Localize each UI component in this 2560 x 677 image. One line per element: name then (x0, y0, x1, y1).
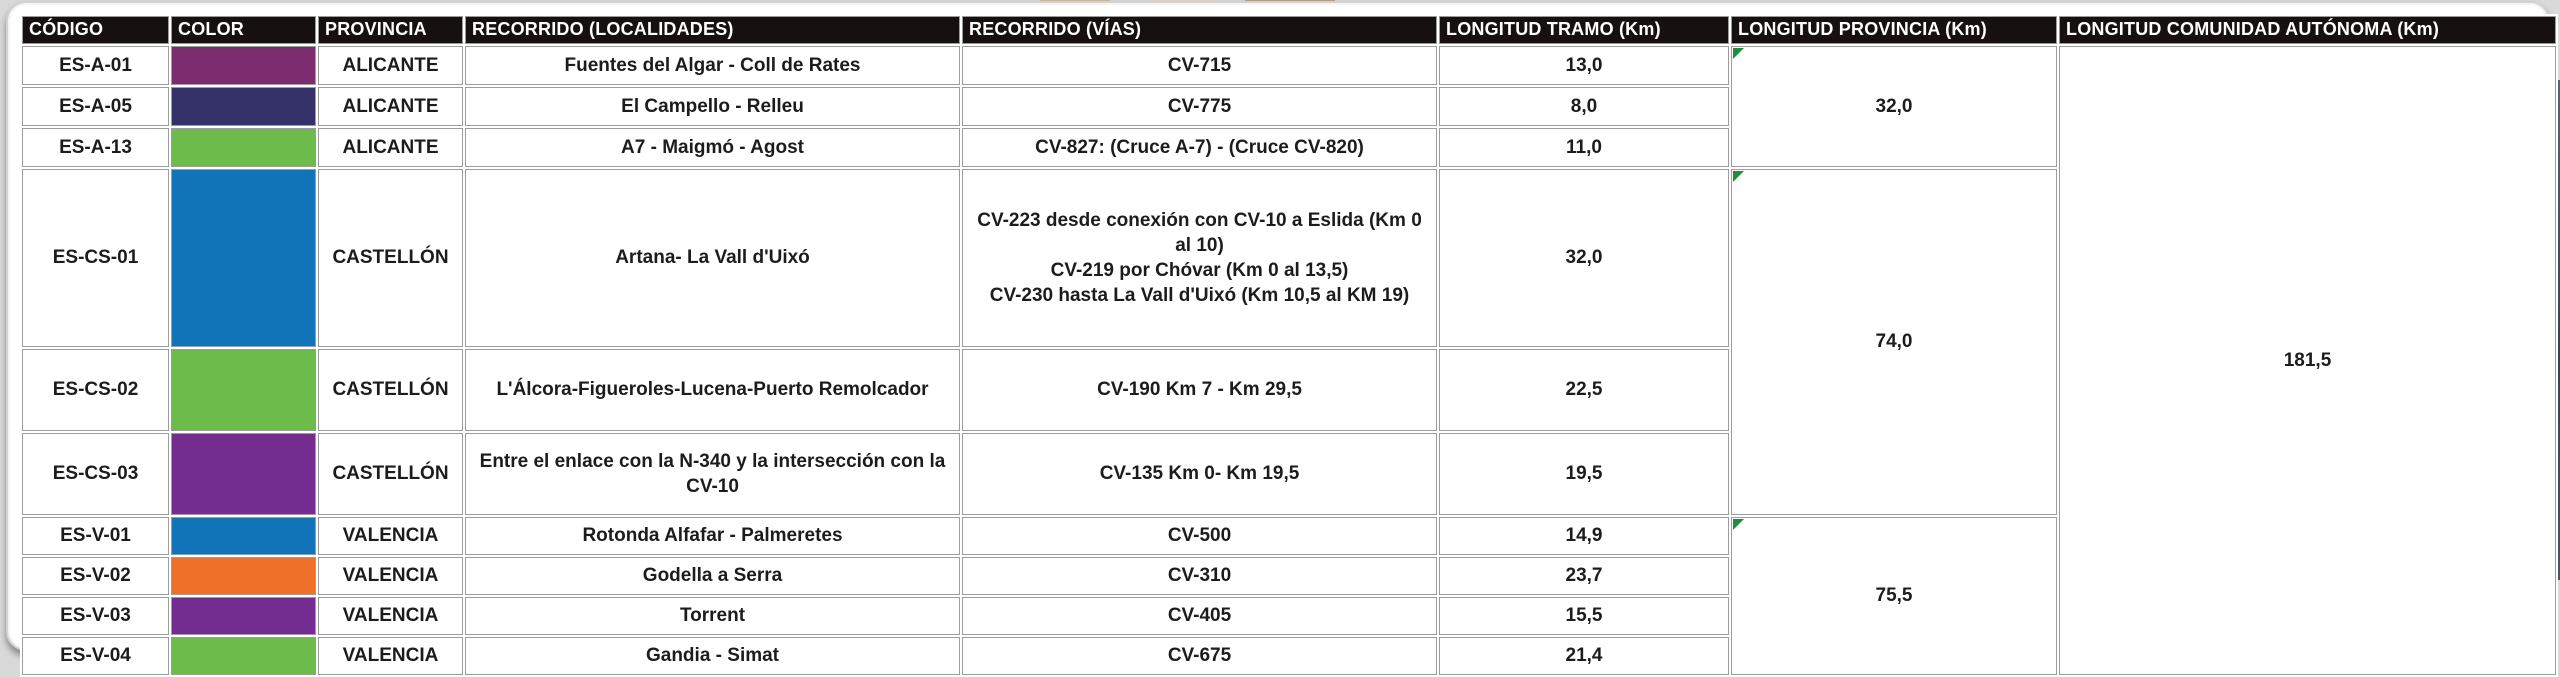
cell-localidades: Torrent (465, 597, 960, 635)
table-row: ES-A-05 ALICANTE El Campello - Relleu CV… (22, 87, 2556, 126)
cell-longitud-tramo: 32,0 (1439, 169, 1729, 347)
color-swatch (171, 637, 316, 675)
table-row: ES-V-03 VALENCIA Torrent CV-405 15,5 (22, 597, 2556, 635)
cell-vias: CV-310 (962, 557, 1437, 595)
cell-provincia: VALENCIA (318, 517, 463, 555)
cell-provincia: ALICANTE (318, 87, 463, 126)
cell-localidades: Artana- La Vall d'Uixó (465, 169, 960, 347)
cell-provincia: CASTELLÓN (318, 169, 463, 347)
cell-longitud-tramo: 14,9 (1439, 517, 1729, 555)
cell-longitud-comunidad: 181,5 (2059, 46, 2556, 675)
cell-longitud-provincia-alicante: 32,0 (1731, 46, 2057, 167)
cell-vias: CV-500 (962, 517, 1437, 555)
cell-codigo: ES-V-02 (22, 557, 169, 595)
cell-localidades: Rotonda Alfafar - Palmeretes (465, 517, 960, 555)
cell-longitud-tramo: 15,5 (1439, 597, 1729, 635)
color-swatch (171, 46, 316, 85)
cell-longitud-tramo: 21,4 (1439, 637, 1729, 675)
cell-longitud-provincia-valencia: 75,5 (1731, 517, 2057, 675)
col-header-longitud-tramo: LONGITUD TRAMO (Km) (1439, 16, 1729, 44)
col-header-codigo: CÓDIGO (22, 16, 169, 44)
col-header-vias: RECORRIDO (VÍAS) (962, 16, 1437, 44)
color-swatch (171, 597, 316, 635)
col-header-longitud-provincia: LONGITUD PROVINCIA (Km) (1731, 16, 2057, 44)
header-row: CÓDIGO COLOR PROVINCIA RECORRIDO (LOCALI… (22, 16, 2556, 44)
cell-vias: CV-675 (962, 637, 1437, 675)
cell-vias: CV-223 desde conexión con CV-10 a Eslida… (962, 169, 1437, 347)
cell-localidades: Entre el enlace con la N-340 y la inters… (465, 433, 960, 515)
cell-localidades: L'Álcora-Figueroles-Lucena-Puerto Remolc… (465, 349, 960, 431)
table-row: ES-A-01 ALICANTE Fuentes del Algar - Col… (22, 46, 2556, 675)
error-indicator-icon (1733, 48, 1744, 59)
cell-localidades: El Campello - Relleu (465, 87, 960, 126)
cell-codigo: ES-CS-01 (22, 169, 169, 347)
table-panel: CÓDIGO COLOR PROVINCIA RECORRIDO (LOCALI… (6, 1, 2558, 677)
cell-codigo: ES-CS-02 (22, 349, 169, 431)
table-row: ES-CS-02 CASTELLÓN L'Álcora-Figueroles-L… (22, 349, 2556, 431)
table-row: ES-V-01 VALENCIA Rotonda Alfafar - Palme… (22, 517, 2556, 675)
cell-longitud-tramo: 13,0 (1439, 46, 1729, 85)
color-swatch (171, 87, 316, 126)
cell-longitud-tramo: 22,5 (1439, 349, 1729, 431)
cell-codigo: ES-A-01 (22, 46, 169, 85)
cell-longitud-tramo: 8,0 (1439, 87, 1729, 126)
cell-localidades: Godella a Serra (465, 557, 960, 595)
error-indicator-icon (1733, 519, 1744, 530)
col-header-localidades: RECORRIDO (LOCALIDADES) (465, 16, 960, 44)
cell-vias: CV-775 (962, 87, 1437, 126)
color-swatch (171, 169, 316, 347)
error-indicator-icon (1733, 171, 1744, 182)
color-swatch (171, 557, 316, 595)
table-row: ES-CS-03 CASTELLÓN Entre el enlace con l… (22, 433, 2556, 515)
cell-vias: CV-827: (Cruce A-7) - (Cruce CV-820) (962, 128, 1437, 167)
table-row: ES-CS-01 CASTELLÓN Artana- La Vall d'Uix… (22, 169, 2556, 515)
cell-provincia: CASTELLÓN (318, 433, 463, 515)
cell-localidades: A7 - Maigmó - Agost (465, 128, 960, 167)
cell-longitud-provincia-castellon: 74,0 (1731, 169, 2057, 515)
cell-vias: CV-135 Km 0- Km 19,5 (962, 433, 1437, 515)
cell-provincia: CASTELLÓN (318, 349, 463, 431)
road-sections-table: CÓDIGO COLOR PROVINCIA RECORRIDO (LOCALI… (20, 14, 2558, 677)
color-swatch (171, 517, 316, 555)
cell-provincia: VALENCIA (318, 557, 463, 595)
col-header-longitud-comunidad: LONGITUD COMUNIDAD AUTÓNOMA (Km) (2059, 16, 2556, 44)
cell-codigo: ES-CS-03 (22, 433, 169, 515)
cell-vias: CV-715 (962, 46, 1437, 85)
cell-codigo: ES-A-05 (22, 87, 169, 126)
col-header-provincia: PROVINCIA (318, 16, 463, 44)
cell-codigo: ES-A-13 (22, 128, 169, 167)
cell-codigo: ES-V-03 (22, 597, 169, 635)
cell-codigo: ES-V-04 (22, 637, 169, 675)
cell-codigo: ES-V-01 (22, 517, 169, 555)
cell-longitud-tramo: 11,0 (1439, 128, 1729, 167)
cell-longitud-tramo: 23,7 (1439, 557, 1729, 595)
cell-provincia: VALENCIA (318, 597, 463, 635)
cell-vias: CV-190 Km 7 - Km 29,5 (962, 349, 1437, 431)
cell-localidades: Gandia - Simat (465, 637, 960, 675)
cell-localidades: Fuentes del Algar - Coll de Rates (465, 46, 960, 85)
cell-vias: CV-405 (962, 597, 1437, 635)
cell-longitud-tramo: 19,5 (1439, 433, 1729, 515)
cell-provincia: ALICANTE (318, 46, 463, 85)
table-row: ES-A-13 ALICANTE A7 - Maigmó - Agost CV-… (22, 128, 2556, 167)
color-swatch (171, 128, 316, 167)
table-row: ES-V-02 VALENCIA Godella a Serra CV-310 … (22, 557, 2556, 595)
color-swatch (171, 433, 316, 515)
cell-provincia: ALICANTE (318, 128, 463, 167)
col-header-color: COLOR (171, 16, 316, 44)
cell-provincia: VALENCIA (318, 637, 463, 675)
color-swatch (171, 349, 316, 431)
